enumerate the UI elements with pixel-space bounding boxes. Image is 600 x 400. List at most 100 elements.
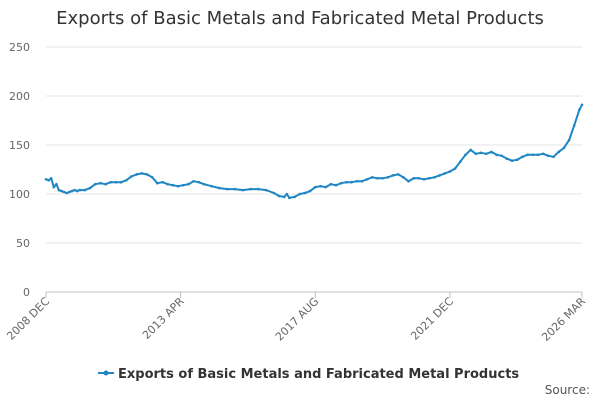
data-point[interactable]: [93, 182, 97, 186]
data-point[interactable]: [298, 192, 302, 196]
data-point[interactable]: [119, 180, 123, 184]
data-point[interactable]: [464, 153, 467, 157]
data-point[interactable]: [62, 190, 66, 194]
data-point[interactable]: [109, 180, 112, 184]
data-point[interactable]: [150, 176, 154, 179]
data-point[interactable]: [114, 180, 118, 184]
data-point[interactable]: [52, 185, 56, 189]
data-point[interactable]: [572, 124, 576, 127]
data-point[interactable]: [156, 181, 159, 185]
data-point[interactable]: [360, 180, 364, 183]
data-point[interactable]: [44, 178, 48, 181]
data-point[interactable]: [181, 183, 185, 187]
data-point[interactable]: [516, 158, 519, 161]
data-point[interactable]: [192, 180, 195, 183]
data-point[interactable]: [68, 190, 71, 194]
data-point[interactable]: [381, 177, 384, 180]
data-point[interactable]: [479, 151, 483, 155]
data-point[interactable]: [339, 181, 343, 185]
data-point[interactable]: [57, 188, 61, 192]
data-point[interactable]: [386, 176, 390, 179]
data-point[interactable]: [104, 182, 107, 186]
data-point[interactable]: [187, 182, 190, 186]
data-point[interactable]: [536, 153, 540, 157]
data-point[interactable]: [70, 189, 74, 193]
data-point[interactable]: [433, 176, 436, 179]
legend[interactable]: Exports of Basic Metals and Fabricated M…: [98, 367, 519, 382]
data-point[interactable]: [453, 167, 457, 170]
data-point[interactable]: [99, 181, 102, 185]
data-point[interactable]: [376, 177, 379, 180]
data-point[interactable]: [329, 182, 333, 186]
data-point[interactable]: [78, 188, 81, 192]
data-point[interactable]: [355, 180, 359, 183]
data-point[interactable]: [526, 153, 529, 157]
data-point[interactable]: [257, 187, 260, 191]
data-point[interactable]: [241, 188, 245, 192]
data-point[interactable]: [83, 188, 87, 192]
data-point[interactable]: [402, 176, 405, 179]
data-point[interactable]: [469, 148, 473, 152]
data-point[interactable]: [218, 186, 221, 190]
series-line[interactable]: [45, 104, 583, 199]
data-point[interactable]: [125, 179, 128, 182]
data-point[interactable]: [285, 192, 289, 196]
data-point[interactable]: [319, 184, 322, 188]
data-point[interactable]: [49, 177, 53, 180]
data-point[interactable]: [47, 179, 50, 182]
data-point[interactable]: [541, 152, 545, 156]
data-point[interactable]: [438, 174, 441, 177]
data-point[interactable]: [557, 150, 560, 154]
data-point[interactable]: [197, 180, 201, 184]
data-point[interactable]: [448, 170, 452, 173]
data-point[interactable]: [365, 178, 369, 181]
data-point[interactable]: [88, 186, 92, 190]
data-point[interactable]: [484, 152, 488, 156]
data-point[interactable]: [490, 150, 493, 154]
data-point[interactable]: [130, 175, 133, 178]
data-point[interactable]: [277, 194, 281, 198]
data-point[interactable]: [202, 182, 206, 186]
data-point[interactable]: [140, 172, 144, 175]
data-point[interactable]: [371, 176, 374, 179]
data-point[interactable]: [422, 178, 426, 181]
data-point[interactable]: [396, 173, 400, 176]
data-point[interactable]: [161, 180, 164, 184]
data-point[interactable]: [293, 195, 296, 199]
data-point[interactable]: [210, 184, 213, 188]
data-point[interactable]: [145, 173, 149, 176]
data-point[interactable]: [500, 154, 504, 158]
data-point[interactable]: [308, 189, 312, 193]
data-point[interactable]: [580, 103, 584, 107]
data-point[interactable]: [135, 173, 138, 176]
data-point[interactable]: [65, 191, 68, 195]
data-point[interactable]: [171, 183, 175, 187]
data-point[interactable]: [314, 185, 317, 189]
data-point[interactable]: [334, 183, 338, 187]
data-point[interactable]: [531, 153, 535, 157]
data-point[interactable]: [562, 146, 566, 150]
data-point[interactable]: [505, 157, 509, 160]
data-point[interactable]: [282, 195, 286, 199]
data-point[interactable]: [303, 191, 307, 195]
data-point[interactable]: [176, 184, 180, 188]
data-point[interactable]: [324, 185, 328, 189]
data-point[interactable]: [60, 189, 63, 193]
data-point[interactable]: [443, 172, 447, 175]
data-point[interactable]: [547, 154, 550, 158]
data-point[interactable]: [578, 108, 581, 111]
data-point[interactable]: [272, 191, 276, 195]
data-point[interactable]: [288, 196, 291, 200]
data-point[interactable]: [567, 138, 571, 142]
data-point[interactable]: [459, 160, 462, 163]
data-point[interactable]: [474, 152, 478, 156]
data-point[interactable]: [55, 182, 58, 186]
data-point[interactable]: [495, 153, 498, 157]
data-point[interactable]: [345, 180, 348, 184]
data-point[interactable]: [552, 155, 555, 159]
data-point[interactable]: [166, 182, 169, 186]
data-point[interactable]: [427, 177, 431, 180]
data-point[interactable]: [75, 189, 79, 193]
data-point[interactable]: [226, 187, 229, 191]
data-point[interactable]: [73, 188, 76, 192]
